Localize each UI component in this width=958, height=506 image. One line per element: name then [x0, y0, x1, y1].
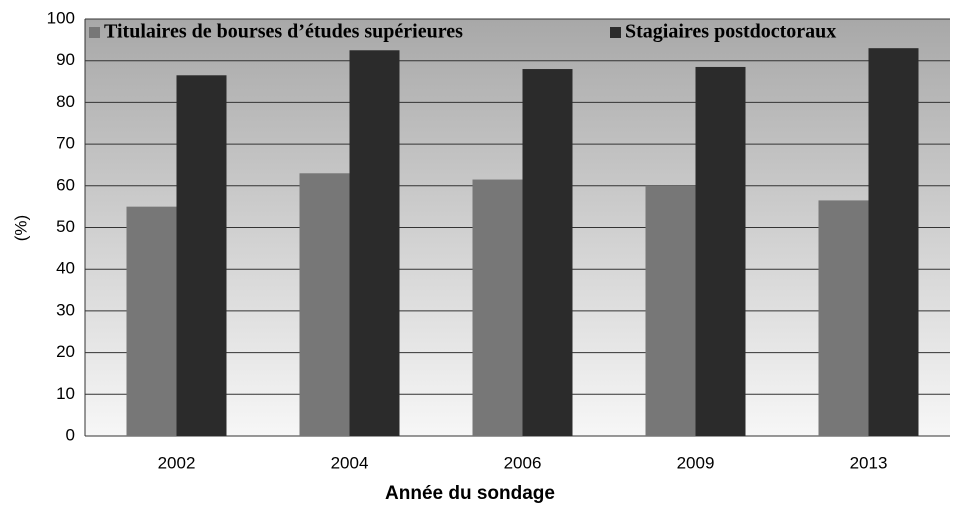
x-axis-label: Année du sondage [385, 483, 555, 504]
legend-text: Titulaires de bourses d’études supérieur… [104, 21, 463, 43]
x-tick-label: 2013 [850, 453, 888, 472]
bar [645, 185, 696, 436]
bar [176, 75, 227, 437]
y-tick-label: 90 [56, 50, 75, 69]
x-tick-label: 2009 [677, 453, 715, 472]
y-tick-label: 60 [56, 175, 75, 194]
legend-text: Stagiaires postdoctoraux [625, 21, 836, 43]
x-tick-label: 2002 [158, 453, 196, 472]
legend-swatch [610, 27, 621, 38]
bar [299, 173, 350, 437]
y-tick-label: 20 [56, 342, 75, 361]
bar [349, 50, 400, 437]
bar [868, 48, 919, 436]
y-tick-label: 100 [47, 8, 75, 27]
bar [126, 206, 177, 436]
x-tick-label: 2006 [504, 453, 542, 472]
y-tick-label: 0 [66, 425, 75, 444]
bar [695, 66, 746, 436]
y-tick-label: 50 [56, 217, 75, 236]
y-tick-label: 40 [56, 259, 75, 278]
legend-swatch [89, 27, 100, 38]
y-tick-label: 70 [56, 134, 75, 153]
bar [818, 200, 869, 436]
bar [522, 69, 573, 436]
y-tick-label: 10 [56, 384, 75, 403]
bar [472, 179, 523, 437]
y-axis-label: (%) [11, 215, 30, 241]
y-tick-label: 30 [56, 300, 75, 319]
y-tick-label: 80 [56, 92, 75, 111]
x-tick-label: 2004 [331, 453, 369, 472]
